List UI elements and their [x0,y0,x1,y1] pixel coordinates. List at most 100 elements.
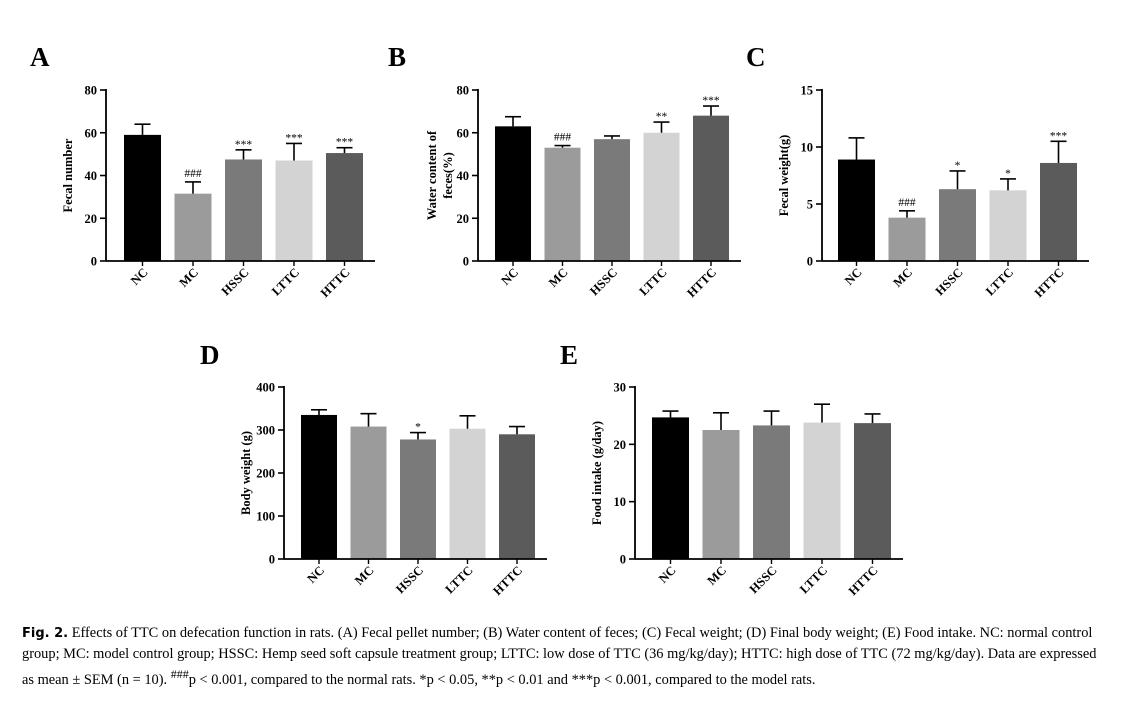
bar-a-httc [326,153,363,261]
significance-b-lttc: ** [656,111,668,123]
bar-e-nc [652,417,689,559]
y-tick-label-e: 20 [614,438,627,452]
panel-letter-a: A [30,42,50,72]
bar-e-hssc [753,425,790,559]
y-axis-label-d: Body weight (g) [239,431,253,515]
figure-caption: Fig. 2. Effects of TTC on defecation fun… [22,623,1112,690]
bar-c-mc [888,217,926,261]
category-label-b-mc: MC [546,265,571,290]
category-label-c-nc: NC [842,265,865,288]
bar-a-lttc [275,160,313,261]
bar-b-mc [544,147,581,261]
y-tick-label-d: 200 [256,467,275,481]
y-tick-label-e: 10 [614,495,627,509]
bar-d-httc [499,434,535,559]
bar-c-hssc [939,189,976,261]
bar-d-lttc [449,428,486,559]
category-label-c-lttc: LTTC [983,265,1016,298]
bar-d-hssc [400,439,436,559]
y-tick-label-d: 100 [256,510,275,524]
y-tick-label-d: 400 [256,381,275,395]
category-label-a-hssc: HSSC [219,265,252,298]
y-tick-label-d: 300 [256,424,275,438]
panel-letter-b: B [388,42,406,72]
category-label-d-httc: HTTC [490,563,525,598]
category-label-d-lttc: LTTC [442,563,475,596]
y-axis-label-b: Water content of feces(%) [425,130,455,220]
category-label-a-lttc: LTTC [269,265,302,298]
category-label-d-hssc: HSSC [393,563,426,596]
significance-a-lttc: *** [285,132,303,144]
y-tick-label-a: 80 [85,84,98,98]
bar-d-mc [350,426,387,559]
category-label-b-nc: NC [498,265,521,288]
bar-e-lttc [803,422,841,559]
significance-a-hssc: *** [235,139,253,151]
category-label-e-hssc: HSSC [747,563,780,596]
y-tick-label-e: 30 [614,381,627,395]
caption-text-main: Effects of TTC on defecation function in… [22,625,1097,688]
bar-e-mc [702,430,740,559]
bar-c-nc [838,159,875,261]
category-label-b-hssc: HSSC [587,265,620,298]
bar-b-lttc [643,132,680,261]
y-axis-label-e: Food intake (g/day) [590,421,604,525]
panel-b: B 0 20 40 60 80 Water content of feces(%) NC ### M… [388,42,741,300]
panel-c: C 0 5 10 15 Fecal weight(g) NC ### MC * HSSC * LTTC *… [746,42,1089,300]
y-tick-label-b: 80 [457,84,470,98]
y-tick-label-c: 10 [801,141,814,155]
category-label-a-mc: MC [176,265,201,290]
bar-c-httc [1040,162,1077,261]
y-tick-label-e: 0 [620,553,626,567]
significance-a-httc: *** [336,137,354,149]
category-label-a-httc: HTTC [318,265,353,300]
panel-letter-e: E [560,340,578,370]
category-label-c-httc: HTTC [1032,265,1067,300]
category-label-e-mc: MC [704,563,729,588]
category-label-e-nc: NC [656,563,679,586]
panel-a: A 0 20 40 60 80 Fecal number NC ### MC *** HSSC *** L… [30,42,375,300]
category-label-b-lttc: LTTC [636,265,669,298]
panel-letter-d: D [200,340,220,370]
bar-a-nc [124,134,161,261]
category-label-d-nc: NC [304,563,327,586]
bar-b-hssc [594,139,630,261]
panel-d: D 0 100 200 300 400 Body weight (g) NC MC * HSSC LT… [200,340,547,598]
caption-label: Fig. 2. [22,626,69,641]
caption-text-end: p < 0.001, compared to the normal rats. … [188,671,816,688]
significance-c-lttc: * [1005,168,1011,180]
y-axis-label-a: Fecal number [61,138,75,212]
bar-d-nc [301,414,337,559]
category-label-c-hssc: HSSC [933,265,966,298]
category-label-e-httc: HTTC [846,563,881,598]
category-label-b-httc: HTTC [684,265,719,300]
bar-b-nc [495,126,531,262]
y-tick-label-b: 0 [463,255,469,269]
significance-b-httc: *** [702,95,720,107]
significance-c-httc: *** [1050,130,1068,142]
y-axis-label-c: Fecal weight(g) [777,135,791,217]
bar-a-hssc [225,159,262,261]
y-tick-label-a: 60 [85,126,98,140]
y-tick-label-c: 5 [807,198,813,212]
y-tick-label-a: 20 [85,212,98,226]
y-axis-label-line-b: Water content of [425,130,439,220]
y-tick-label-a: 0 [91,255,97,269]
y-tick-label-c: 15 [801,84,814,98]
category-label-c-mc: MC [890,265,915,290]
panel-letter-c: C [746,42,766,72]
significance-a-mc: ### [184,168,202,180]
category-label-e-lttc: LTTC [797,563,830,596]
bar-b-httc [693,115,729,262]
y-tick-label-d: 0 [269,553,275,567]
y-tick-label-b: 40 [457,169,470,183]
significance-d-hssc: * [415,422,421,434]
y-axis-label-line-b: feces(%) [441,152,455,199]
category-label-d-mc: MC [352,563,377,588]
significance-b-mc: ### [554,132,572,144]
significance-c-mc: ### [898,197,916,209]
bar-e-httc [854,423,891,559]
panel-e: E 0 10 20 30 Food intake (g/day) NC MC HSSC LTTC H… [560,340,903,598]
bar-a-mc [174,193,212,261]
